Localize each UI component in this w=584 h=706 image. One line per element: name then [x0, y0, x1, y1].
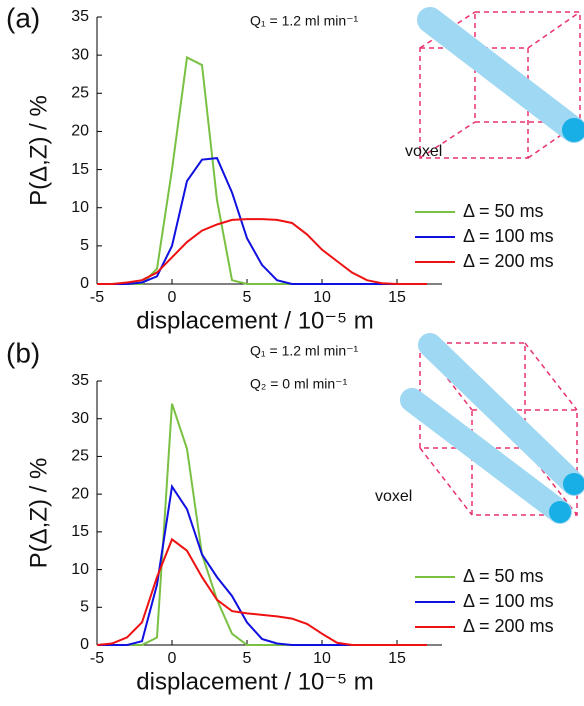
- legend-label: Δ = 50 ms: [463, 566, 544, 586]
- y-tick-label: 35: [71, 8, 89, 25]
- y-axis-label: P(Δ,Z) / %: [25, 458, 52, 569]
- annotation: voxel: [375, 488, 412, 505]
- legend-label: Δ = 200 ms: [463, 251, 554, 271]
- series-line: [96, 537, 427, 646]
- annotation: Q₂ = 0 ml min⁻¹: [250, 376, 348, 392]
- y-tick-label: 0: [80, 636, 89, 653]
- x-tick-label: 10: [313, 289, 331, 306]
- tube: [400, 388, 572, 524]
- y-tick-label: 15: [71, 161, 89, 178]
- y-tick-label: 10: [71, 199, 89, 216]
- x-tick-label: -5: [90, 650, 104, 667]
- legend-label: Δ = 100 ms: [463, 591, 554, 611]
- y-tick-label: 35: [71, 372, 89, 389]
- y-tick-label: 5: [80, 237, 89, 254]
- series-line: [97, 218, 427, 285]
- tube-end: [562, 118, 584, 142]
- tube: [417, 7, 584, 143]
- y-tick-label: 5: [80, 599, 89, 616]
- panel-label: (b): [6, 337, 40, 368]
- series-line: [97, 55, 427, 285]
- x-axis-label: displacement / 10⁻⁵ m: [136, 668, 373, 695]
- x-tick-label: 5: [243, 650, 252, 667]
- y-tick-label: 20: [71, 123, 89, 140]
- y-tick-label: 30: [71, 46, 89, 63]
- annotation: Q₁ = 1.2 ml min⁻¹: [250, 343, 359, 359]
- series-line: [97, 483, 427, 646]
- x-tick-label: -5: [90, 289, 104, 306]
- x-tick-label: 15: [388, 289, 406, 306]
- voxel-diagram-a: [417, 7, 584, 159]
- x-tick-label: 0: [168, 650, 177, 667]
- x-tick-label: 10: [313, 650, 331, 667]
- tube-end: [549, 501, 571, 523]
- y-tick-label: 15: [71, 523, 89, 540]
- series-line: [97, 157, 427, 285]
- x-axis-label: displacement / 10⁻⁵ m: [136, 307, 373, 334]
- tube-end: [563, 473, 584, 495]
- y-tick-label: 10: [71, 561, 89, 578]
- x-tick-label: 0: [168, 289, 177, 306]
- voxel-diagram-b: [400, 333, 584, 524]
- x-tick-label: 5: [243, 289, 252, 306]
- legend-label: Δ = 200 ms: [463, 616, 554, 636]
- annotation: voxel: [405, 143, 442, 160]
- cube-back: [471, 409, 578, 516]
- y-tick-label: 0: [80, 275, 89, 292]
- x-tick-label: 15: [388, 650, 406, 667]
- y-tick-label: 30: [71, 410, 89, 427]
- legend-label: Δ = 100 ms: [463, 226, 554, 246]
- tube: [418, 333, 584, 496]
- panel-label: (a): [6, 2, 40, 33]
- y-tick-label: 20: [71, 485, 89, 502]
- annotation: Q₁ = 1.2 ml min⁻¹: [250, 13, 359, 29]
- y-axis-label: P(Δ,Z) / %: [25, 95, 52, 206]
- y-tick-label: 25: [71, 85, 89, 102]
- legend-label: Δ = 50 ms: [463, 201, 544, 221]
- y-tick-label: 25: [71, 448, 89, 465]
